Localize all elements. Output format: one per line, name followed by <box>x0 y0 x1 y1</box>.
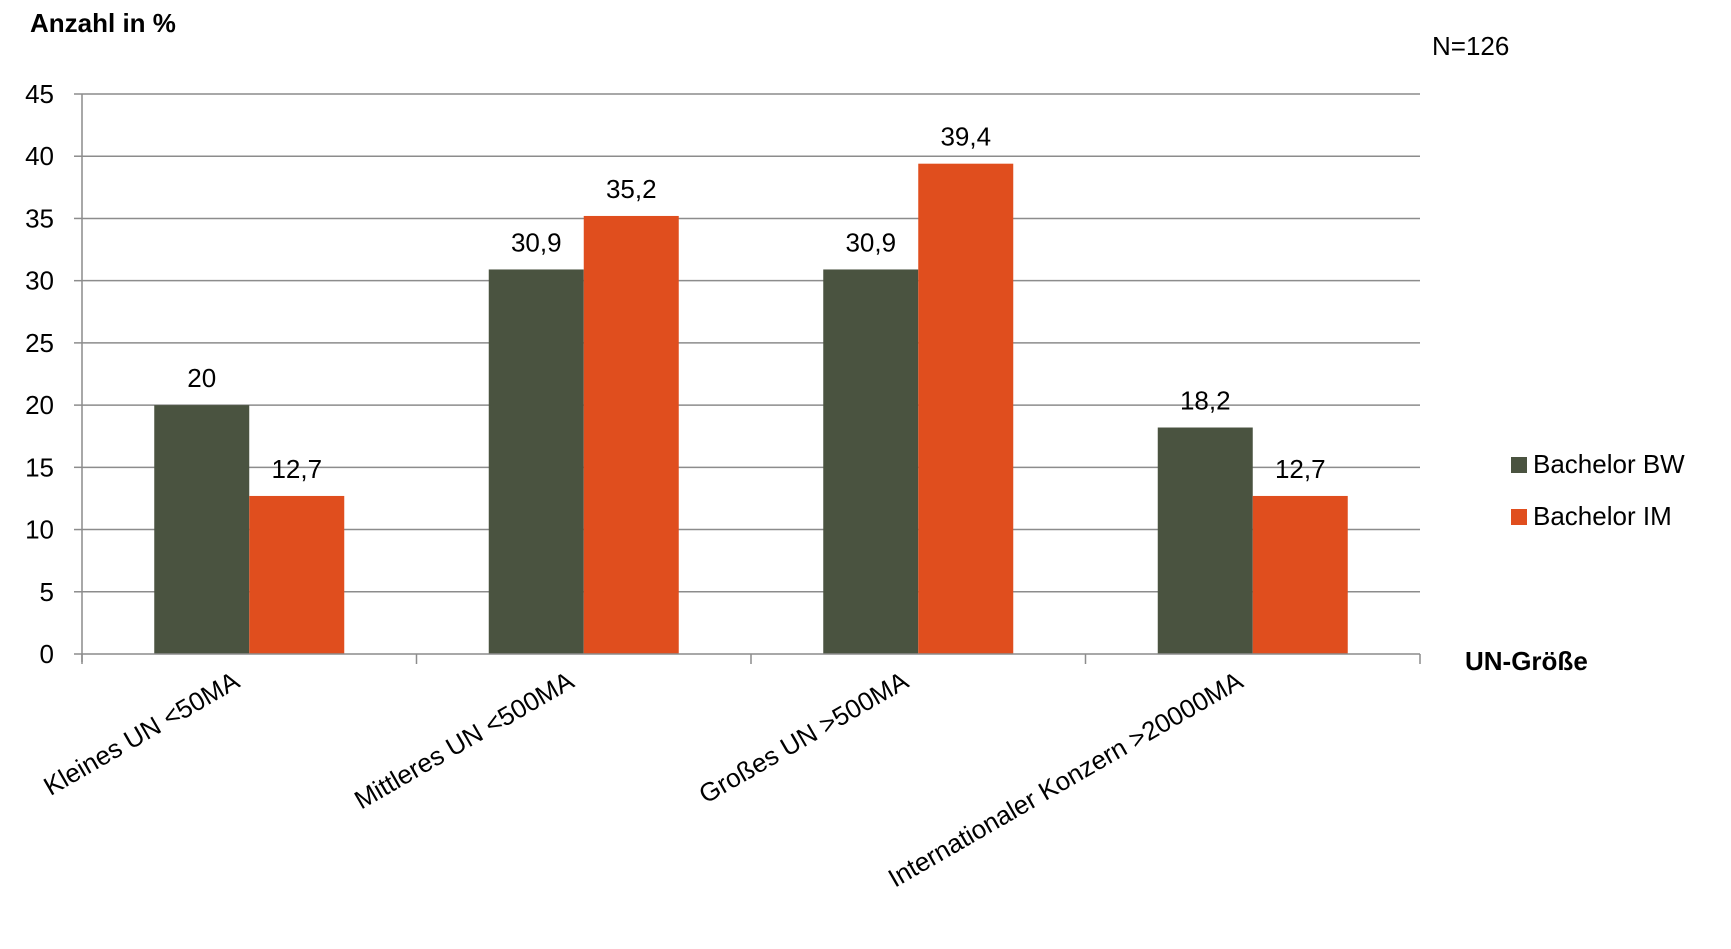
legend: Bachelor BW Bachelor IM <box>1511 449 1685 531</box>
x-axis-title: UN-Größe <box>1465 646 1588 676</box>
y-tick-label: 0 <box>40 639 54 669</box>
bar <box>1252 495 1348 654</box>
y-ticks: 0 5 10 15 20 25 30 35 40 45 <box>25 79 82 669</box>
data-label: 18,2 <box>1180 386 1231 416</box>
legend-label: Bachelor IM <box>1533 501 1672 531</box>
bar <box>488 269 584 654</box>
y-tick-label: 40 <box>25 141 54 171</box>
y-tick-label: 30 <box>25 266 54 296</box>
y-tick-label: 20 <box>25 390 54 420</box>
bar <box>154 405 250 654</box>
y-tick-label: 25 <box>25 328 54 358</box>
legend-swatch <box>1511 457 1527 473</box>
y-tick-label: 45 <box>25 79 54 109</box>
category-label: Großes UN >500MA <box>694 665 914 809</box>
category-label: Mittleres UN <500MA <box>349 665 579 815</box>
y-tick-label: 35 <box>25 203 54 233</box>
bars <box>154 163 1348 654</box>
data-labels: 20 30,9 30,9 18,2 12,7 35,2 39,4 12,7 <box>187 122 1325 484</box>
y-tick-label: 10 <box>25 515 54 545</box>
sample-size-note: N=126 <box>1432 31 1509 61</box>
y-axis-title: Anzahl in % <box>30 8 176 38</box>
bar <box>583 215 679 654</box>
data-label: 12,7 <box>1275 454 1326 484</box>
data-label: 30,9 <box>511 227 562 257</box>
category-label: Kleines UN <50MA <box>38 665 244 801</box>
bar <box>1157 427 1253 654</box>
category-labels: Kleines UN <50MA Mittleres UN <500MA Große… <box>38 665 1248 893</box>
data-label: 39,4 <box>940 122 991 152</box>
bar <box>918 163 1014 654</box>
legend-label: Bachelor BW <box>1533 449 1685 479</box>
axes <box>81 94 1421 664</box>
data-label: 30,9 <box>845 227 896 257</box>
bar <box>823 269 919 654</box>
data-label: 12,7 <box>271 454 322 484</box>
category-label: Internationaler Konzern >20000MA <box>883 665 1248 893</box>
legend-swatch <box>1511 509 1527 525</box>
data-label: 35,2 <box>606 174 657 204</box>
bar <box>249 495 345 654</box>
data-label: 20 <box>187 363 216 393</box>
y-tick-label: 5 <box>40 577 54 607</box>
y-tick-label: 15 <box>25 452 54 482</box>
